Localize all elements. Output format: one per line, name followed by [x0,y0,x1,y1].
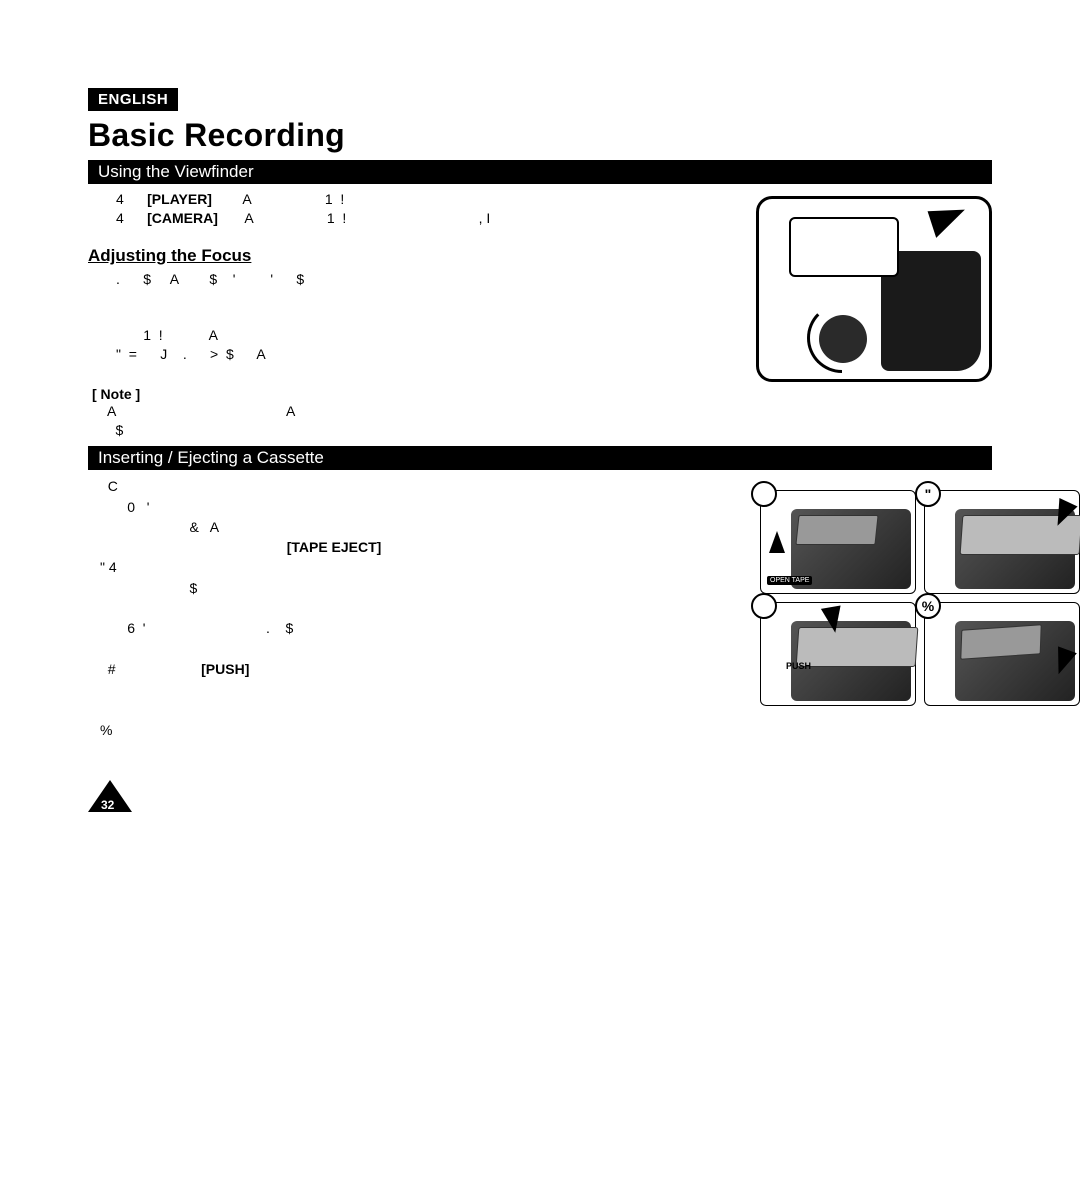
page-root: ENGLISH Basic Recording Using the Viewfi… [0,0,1080,1177]
lid-shape [960,624,1041,660]
cassette-fig-4: % [924,602,1080,706]
mid: A [244,210,253,226]
section-cassette-title: Inserting / Ejecting a Cassette [88,446,992,470]
arrow-up-icon [769,531,785,553]
main-title: Basic Recording [88,117,992,154]
after: 1 ! [327,210,346,226]
cassette-fig-2: " [924,490,1080,594]
push-label: PUSH [786,661,811,671]
pre: C 0 ' & A [100,478,219,535]
fig-marker-c [751,593,777,619]
tail: , I [479,210,491,226]
fig-marker-a [751,481,777,507]
viewfinder-block: 4 [PLAYER] A 1 ! 4 [CAMERA] A 1 ! , I Ad… [88,190,992,442]
cassette-body: C 0 ' & A [TAPE EJECT] " 4 $ 6 ' . $ # [88,476,588,740]
eject-label: OPEN TAPE [767,576,812,585]
cassette-fig-1: OPEN TAPE [760,490,916,594]
cassette-figures: OPEN TAPE " PUSH % [760,490,1080,706]
cassette-fig-3: PUSH [760,602,916,706]
note-label: [ Note ] [88,386,992,402]
mid: A [242,191,251,207]
language-badge: ENGLISH [88,88,178,111]
fig-marker-b: " [915,481,941,507]
pre: 4 [116,191,124,207]
player-bold: [PLAYER] [147,191,212,207]
slot-shape [796,627,919,667]
after: % [100,722,112,738]
pre: 4 [116,210,124,226]
viewfinder-shape [789,217,899,277]
camera-bold: [CAMERA] [147,210,218,226]
focus-knob-shape [819,315,867,363]
tape-eject-bold: [TAPE EJECT] [287,539,382,555]
section-viewfinder-title: Using the Viewfinder [88,160,992,184]
arrow-icon [928,200,971,238]
note-body: A A $ [88,402,992,442]
viewfinder-figure [756,196,992,382]
mid: " 4 $ 6 ' . $ # [100,559,293,676]
after: 1 ! [325,191,344,207]
push-bold: [PUSH] [201,661,249,677]
arrow-down-icon [821,605,845,634]
lid-shape [795,515,878,545]
page-number: 32 [101,798,114,812]
fig-marker-d: % [915,593,941,619]
